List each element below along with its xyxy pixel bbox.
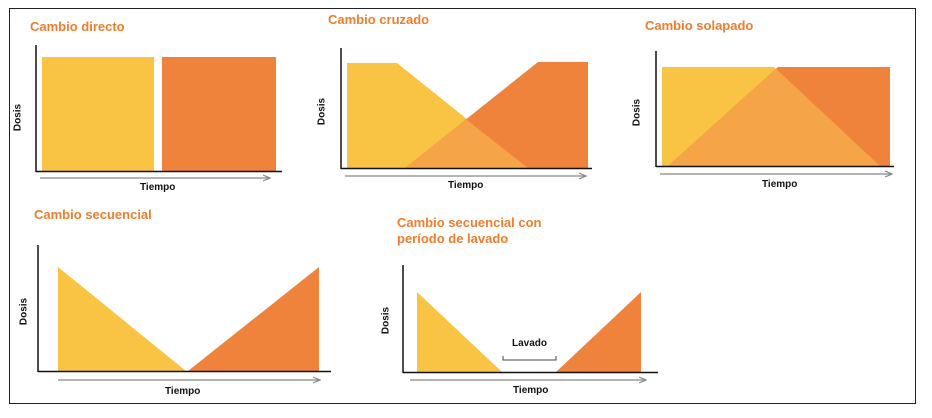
y-axis-label: Dosis: [12, 103, 24, 132]
x-axis-label: Tiempo: [165, 386, 201, 397]
overlap-area: [405, 119, 528, 168]
y-axis-label: Dosis: [631, 98, 643, 127]
current-drug-area: [42, 57, 154, 171]
panel-cambio-cruzado: [340, 48, 592, 176]
panel-cambio-secuencial-lavado: [402, 265, 658, 380]
new-drug-area: [188, 267, 319, 371]
panel-cambio-directo: [35, 45, 282, 178]
y-axis-label: Dosis: [316, 97, 328, 126]
panel-title: Cambio secuencial: [34, 207, 152, 222]
washout-label: Lavado: [512, 338, 548, 349]
y-axis-label: Dosis: [18, 297, 30, 326]
panel-cambio-solapado: [655, 51, 894, 174]
x-axis-label: Tiempo: [448, 180, 484, 191]
panel-title-line2: período de lavado: [397, 231, 509, 246]
x-axis-label: Tiempo: [140, 182, 176, 193]
current-drug-area: [417, 292, 502, 372]
panel-title: Cambio solapado: [645, 18, 754, 33]
overlap-area: [668, 68, 880, 166]
panel-title: Cambio cruzado: [328, 12, 430, 27]
y-axis-label: Dosis: [380, 306, 392, 335]
new-drug-area: [162, 57, 276, 171]
panel-title: Cambio directo: [30, 19, 125, 34]
current-drug-area: [58, 267, 186, 371]
figure-frame: [9, 8, 916, 404]
x-axis-label: Tiempo: [762, 179, 798, 190]
x-axis-label: Tiempo: [513, 385, 549, 396]
new-drug-area: [556, 292, 641, 372]
washout-bracket: [502, 356, 557, 361]
panel-title-line1: Cambio secuencial con: [397, 215, 542, 230]
panel-cambio-secuencial: [37, 245, 331, 380]
